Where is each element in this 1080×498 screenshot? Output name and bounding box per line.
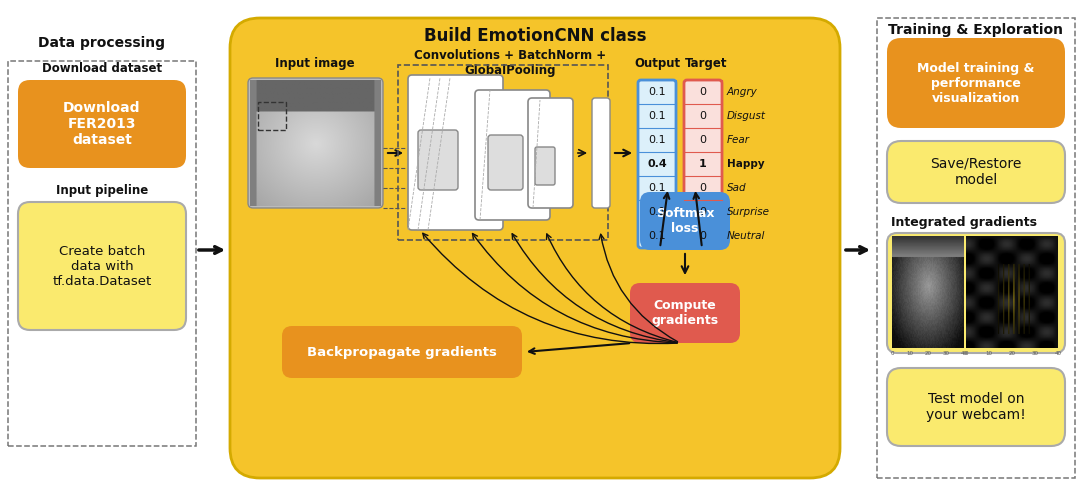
FancyBboxPatch shape [282,326,522,378]
Text: Backpropagate gradients: Backpropagate gradients [307,346,497,359]
Text: Download dataset: Download dataset [42,61,162,75]
Text: 0: 0 [700,207,706,217]
FancyBboxPatch shape [684,80,723,248]
Text: Input image: Input image [275,56,355,70]
Text: Output: Output [634,56,680,70]
Text: 0.1: 0.1 [648,231,665,241]
Text: 0: 0 [964,351,968,356]
FancyBboxPatch shape [408,75,503,230]
FancyBboxPatch shape [887,233,1065,353]
Text: 0: 0 [700,231,706,241]
Text: Softmax
loss: Softmax loss [656,207,714,235]
Text: 0.1: 0.1 [648,87,665,97]
Text: Happy: Happy [727,159,765,169]
FancyBboxPatch shape [630,283,740,343]
Text: Training & Exploration: Training & Exploration [889,23,1064,37]
FancyBboxPatch shape [887,38,1065,128]
Text: 0.4: 0.4 [647,159,666,169]
FancyBboxPatch shape [592,98,610,208]
Text: Download
FER2013
dataset: Download FER2013 dataset [64,101,140,147]
Text: Disgust: Disgust [727,111,766,121]
Text: Create batch
data with
tf.data.Dataset: Create batch data with tf.data.Dataset [52,245,151,287]
Text: Angry: Angry [727,87,758,97]
Text: 0: 0 [700,135,706,145]
FancyBboxPatch shape [640,192,730,250]
Text: 0: 0 [700,111,706,121]
Text: Save/Restore
model: Save/Restore model [930,157,1022,187]
Text: 0: 0 [890,351,894,356]
FancyBboxPatch shape [475,90,550,220]
Text: 30: 30 [1031,351,1039,356]
Text: 0.1: 0.1 [648,111,665,121]
Text: 20: 20 [1009,351,1015,356]
Text: Compute
gradients: Compute gradients [651,299,718,327]
Text: 0.1: 0.1 [648,207,665,217]
Text: Input pipeline: Input pipeline [56,183,148,197]
FancyBboxPatch shape [535,147,555,185]
Text: Target: Target [685,56,727,70]
FancyBboxPatch shape [230,18,840,478]
Text: 0: 0 [700,183,706,193]
Text: 10: 10 [986,351,993,356]
Text: 0.1: 0.1 [648,183,665,193]
Text: Test model on
your webcam!: Test model on your webcam! [927,392,1026,422]
FancyBboxPatch shape [418,130,458,190]
Text: Convolutions + BatchNorm +
GlobalPooling: Convolutions + BatchNorm + GlobalPooling [414,49,606,77]
Text: 40: 40 [960,351,968,356]
FancyBboxPatch shape [488,135,523,190]
Bar [399,65,608,240]
Text: 30: 30 [943,351,949,356]
Bar [877,18,1075,478]
Text: Sad: Sad [727,183,746,193]
Text: Build EmotionCNN class: Build EmotionCNN class [423,27,646,45]
Text: 10: 10 [906,351,914,356]
Text: 40: 40 [1054,351,1062,356]
Text: 1: 1 [699,159,707,169]
FancyBboxPatch shape [18,80,186,168]
FancyBboxPatch shape [887,141,1065,203]
Text: Surprise: Surprise [727,207,770,217]
FancyBboxPatch shape [638,80,676,248]
Text: Fear: Fear [727,135,750,145]
Text: 0: 0 [700,87,706,97]
FancyBboxPatch shape [248,78,383,208]
Text: Data processing: Data processing [39,36,165,50]
FancyBboxPatch shape [887,368,1065,446]
Text: Integrated gradients: Integrated gradients [891,216,1037,229]
Bar [258,102,286,130]
Bar [8,61,195,446]
Text: 20: 20 [924,351,931,356]
Text: 0.1: 0.1 [648,135,665,145]
Text: Neutral: Neutral [727,231,766,241]
FancyBboxPatch shape [528,98,573,208]
FancyBboxPatch shape [18,202,186,330]
Text: Model training &
performance
visualization: Model training & performance visualizati… [917,61,1035,105]
